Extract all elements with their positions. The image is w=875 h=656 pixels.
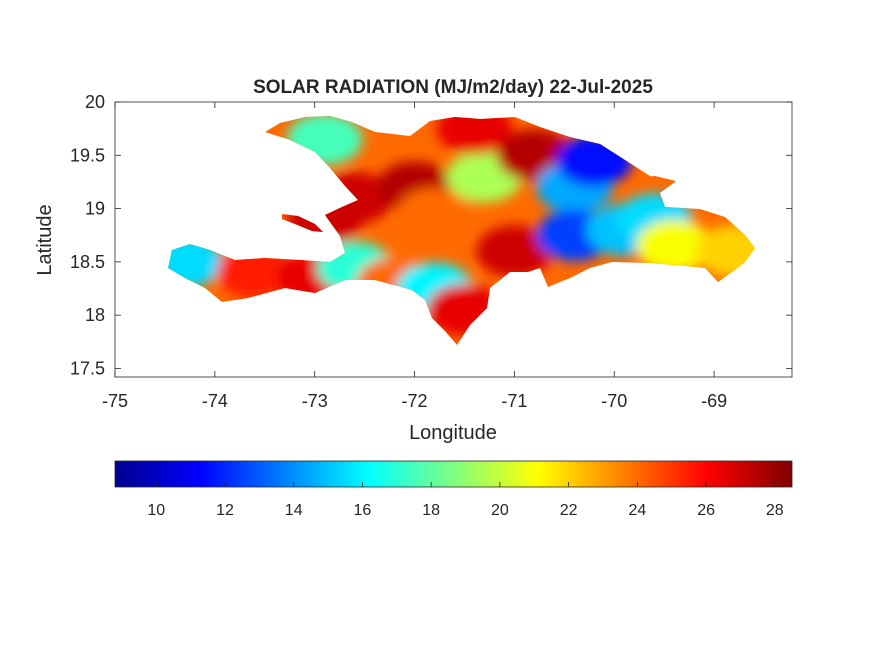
colorbar-tick-label: 24	[628, 502, 646, 519]
colorbar-tick-label: 16	[354, 502, 372, 519]
chart-title: SOLAR RADIATION (MJ/m2/day) 22-Jul-2025	[253, 77, 653, 98]
y-tick-label: 19.5	[70, 145, 105, 165]
map-region	[476, 225, 553, 278]
y-tick-label: 18	[85, 305, 105, 325]
colorbar-tick-label: 18	[422, 502, 440, 519]
x-tick-label: -74	[202, 391, 228, 411]
colorbar-ticks: 10 12 14 16 18 20 22 24 26 28	[147, 482, 784, 519]
x-tick-label: -70	[601, 391, 627, 411]
map-region	[636, 219, 713, 272]
colorbar-tick-label: 14	[285, 502, 303, 519]
colorbar-tick-label: 28	[766, 502, 784, 519]
colorbar-tick-label: 12	[216, 502, 234, 519]
x-axis-label: Longitude	[409, 422, 497, 444]
y-tick-label: 18.5	[70, 252, 105, 272]
x-tick-label: -75	[102, 391, 128, 411]
colorbar-tick-label: 26	[697, 502, 715, 519]
colorbar-tick-label: 20	[491, 502, 509, 519]
colorbar-tick-label: 10	[147, 502, 165, 519]
y-tick-label: 20	[85, 92, 105, 112]
x-tick-label: -69	[701, 391, 727, 411]
map-region	[436, 116, 513, 155]
y-axis-label: Latitude	[34, 204, 56, 275]
x-tick-label: -72	[402, 391, 428, 411]
colorbar-tick-label: 22	[560, 502, 578, 519]
x-tick-label: -71	[501, 391, 527, 411]
y-tick-label: 17.5	[70, 358, 105, 378]
x-axis: -75 -74 -73 -72 -71 -70 -69	[102, 102, 727, 411]
colorbar	[114, 460, 793, 488]
map-region	[168, 235, 223, 288]
x-tick-label: -73	[302, 391, 328, 411]
y-axis: 17.5 18 18.5 19 19.5 20	[70, 92, 792, 378]
map-region	[396, 187, 473, 240]
y-tick-label: 19	[85, 199, 105, 219]
